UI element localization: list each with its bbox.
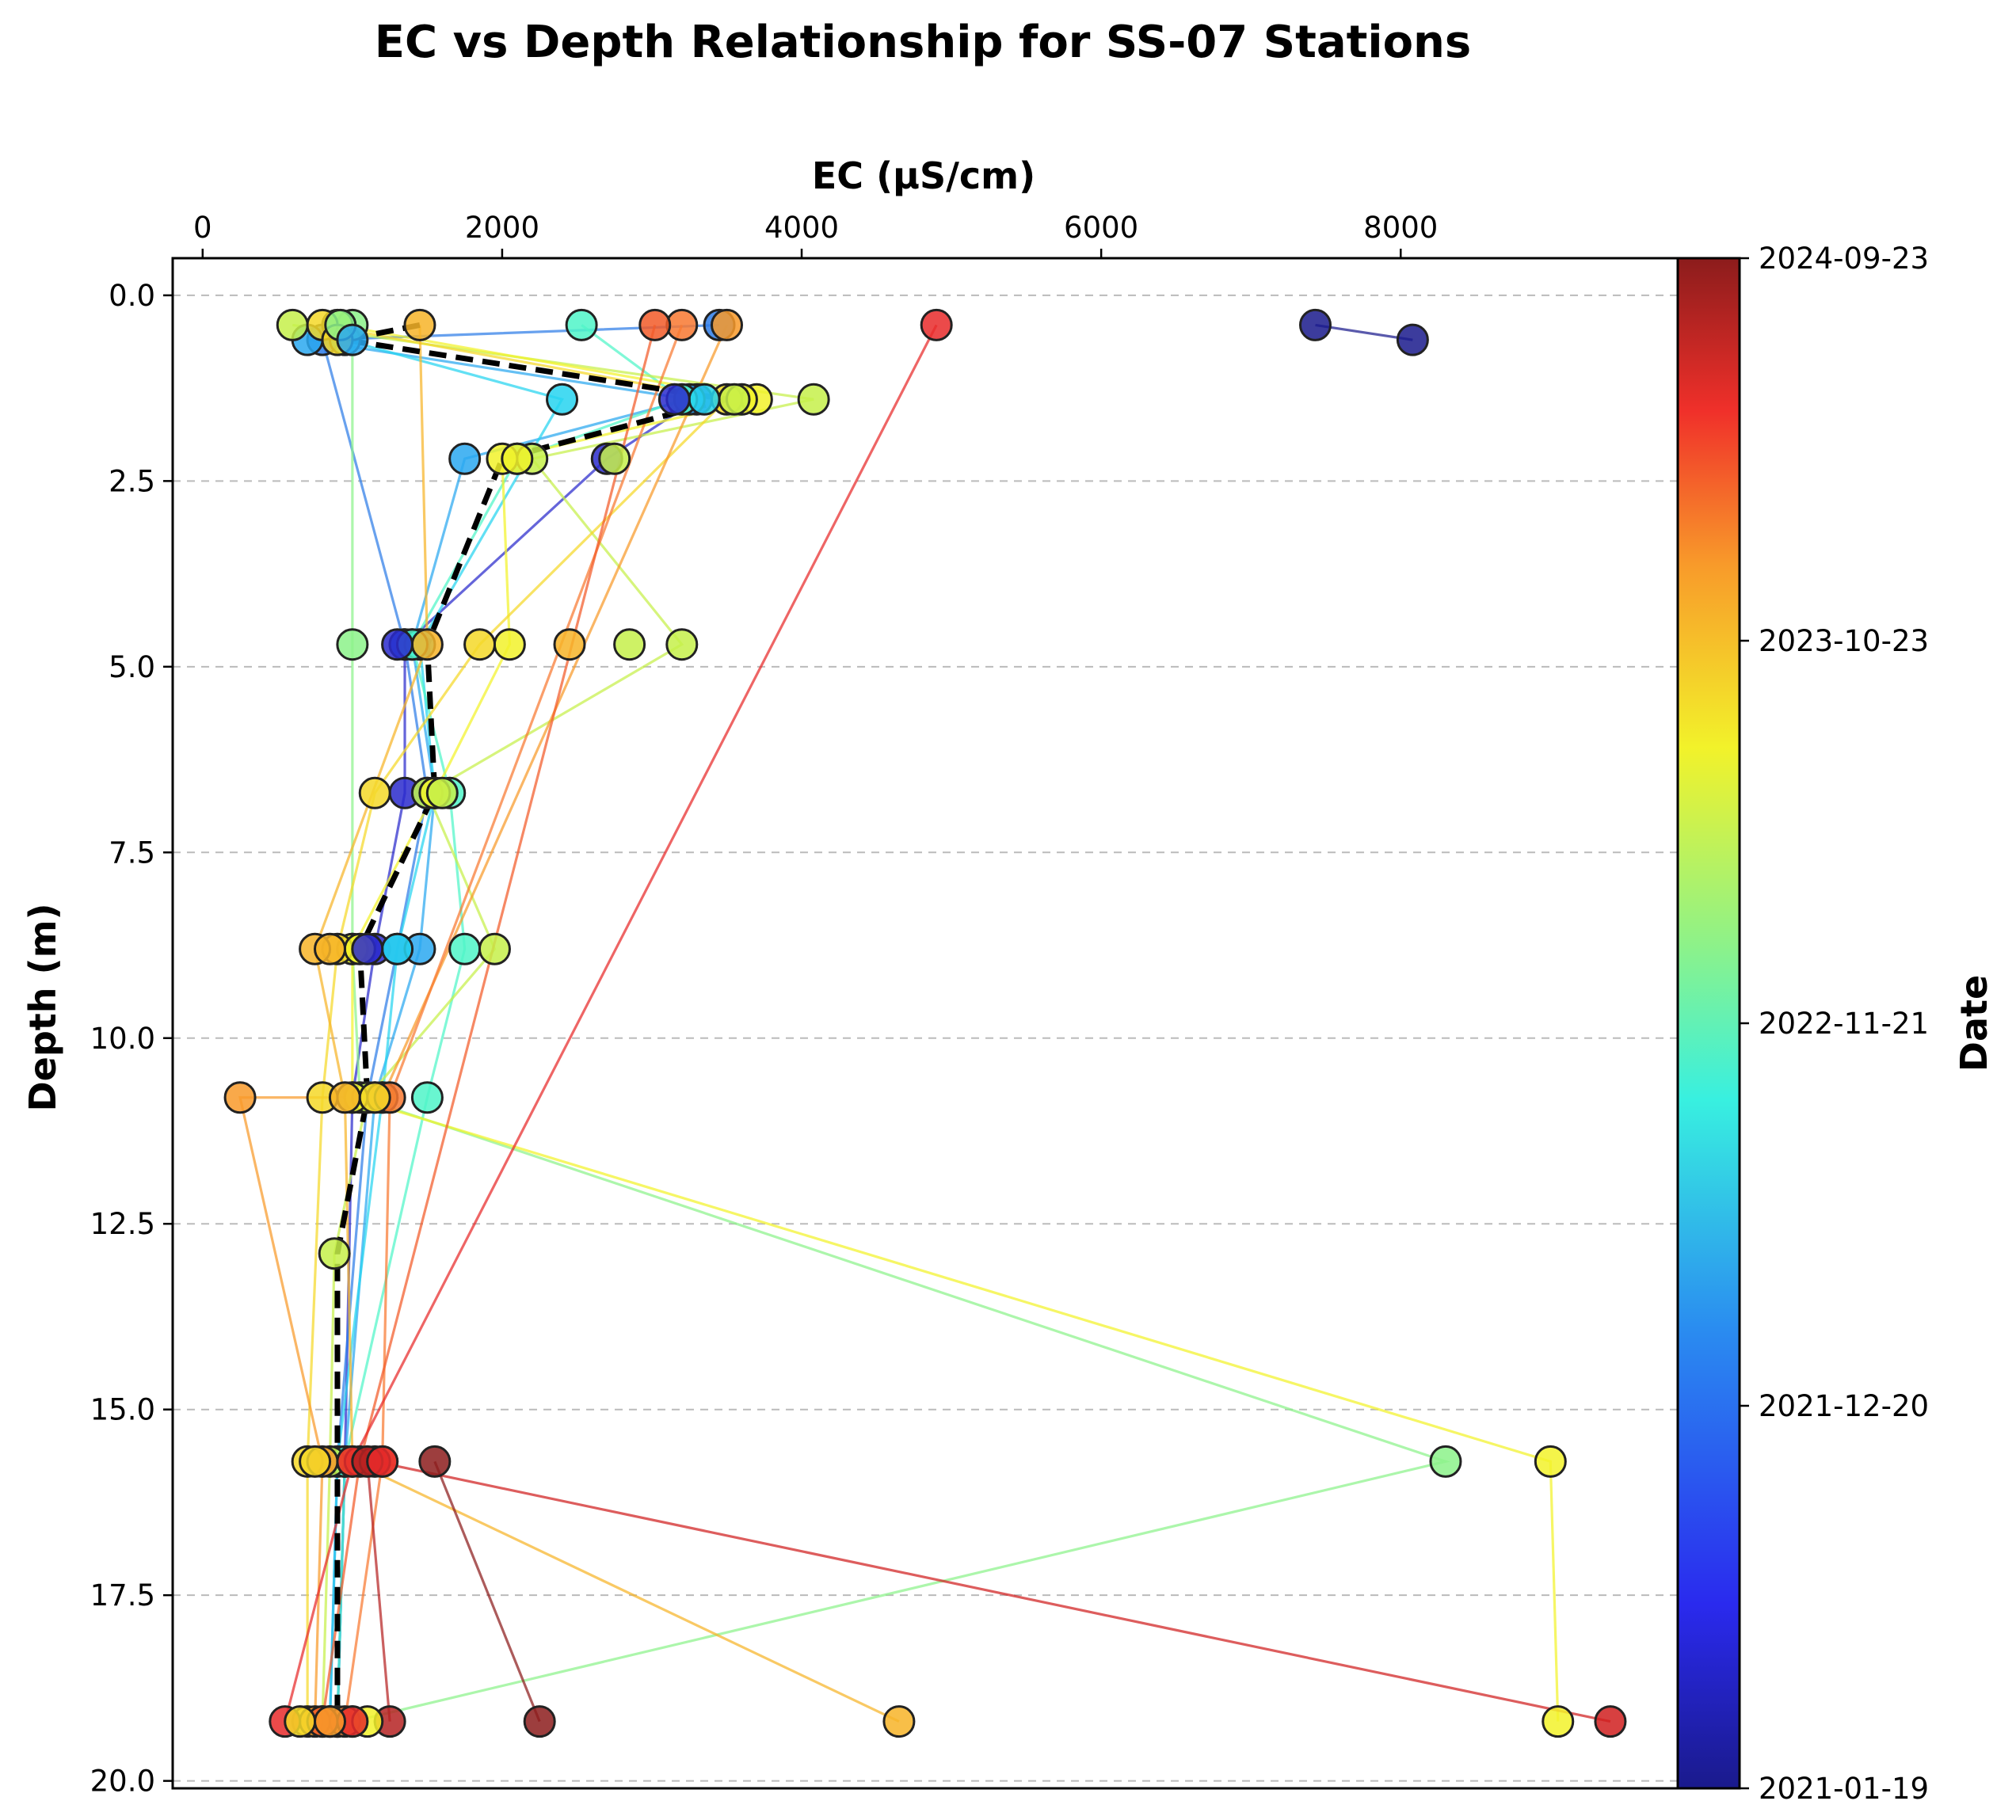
data-point bbox=[493, 628, 526, 661]
y-tick-label: 12.5 bbox=[90, 1207, 155, 1241]
data-point bbox=[336, 628, 369, 661]
y-tick-label: 0.0 bbox=[109, 279, 155, 313]
data-point bbox=[501, 442, 534, 475]
series-line bbox=[337, 323, 1560, 1722]
x-tick-label: 0 bbox=[193, 211, 212, 245]
data-point bbox=[328, 1081, 361, 1114]
colorbar-label: Date bbox=[1953, 975, 1995, 1072]
data-point bbox=[665, 308, 699, 341]
colorbar-tick-label: 2023-10-23 bbox=[1759, 624, 1929, 658]
y-tick-label: 7.5 bbox=[109, 836, 155, 870]
y-tick-label: 17.5 bbox=[90, 1578, 155, 1612]
median-profile-line bbox=[334, 322, 730, 1722]
data-point bbox=[1396, 323, 1429, 356]
data-point bbox=[366, 1445, 399, 1478]
colorbar-tick-label: 2021-01-19 bbox=[1759, 1772, 1929, 1806]
x-tick-label: 2000 bbox=[465, 211, 539, 245]
data-point bbox=[448, 932, 482, 965]
data-point bbox=[665, 628, 699, 661]
data-point bbox=[463, 628, 497, 661]
data-point bbox=[688, 383, 721, 416]
series-line bbox=[292, 323, 814, 1722]
y-tick-label: 2.5 bbox=[109, 464, 155, 498]
data-point bbox=[381, 628, 414, 661]
data-point bbox=[410, 628, 444, 661]
data-point bbox=[276, 308, 309, 341]
x-ticks: 0 2000 4000 6000 8000 bbox=[193, 211, 1438, 258]
data-point bbox=[553, 628, 586, 661]
y-axis-title: Depth (m) bbox=[21, 903, 64, 1111]
data-point bbox=[358, 776, 391, 809]
series-line bbox=[351, 325, 1450, 1723]
data-point bbox=[797, 383, 830, 416]
data-point bbox=[638, 308, 672, 341]
data-point bbox=[565, 308, 598, 341]
data-point bbox=[718, 383, 751, 416]
data-point bbox=[448, 442, 482, 475]
data-point bbox=[711, 308, 744, 341]
colorbar bbox=[1676, 257, 1741, 1790]
data-point bbox=[358, 1081, 391, 1114]
data-point bbox=[920, 308, 953, 341]
data-point bbox=[381, 932, 414, 965]
colorbar-tick-label: 2021-12-20 bbox=[1759, 1389, 1929, 1423]
data-point bbox=[882, 1705, 916, 1738]
data-point bbox=[410, 1081, 444, 1114]
series-line bbox=[1315, 323, 1413, 341]
data-point bbox=[598, 442, 631, 475]
x-axis-title: EC (µS/cm) bbox=[812, 154, 1035, 197]
data-point bbox=[1298, 308, 1332, 341]
x-tick-label: 4000 bbox=[764, 211, 839, 245]
data-point bbox=[284, 1705, 317, 1738]
median-layer bbox=[334, 322, 730, 1722]
series-line bbox=[313, 325, 900, 1723]
data-point bbox=[318, 1237, 351, 1270]
colorbar-ticks: 2021-01-19 2021-12-20 2022-11-21 2023-10-23… bbox=[1740, 242, 1929, 1806]
data-point bbox=[336, 323, 369, 356]
chart-title: EC vs Depth Relationship for SS-07 Stati… bbox=[375, 17, 1472, 68]
y-tick-label: 20.0 bbox=[90, 1765, 155, 1799]
series-line bbox=[320, 323, 720, 1722]
data-point bbox=[1429, 1445, 1462, 1478]
point-layer bbox=[223, 308, 1627, 1738]
data-point bbox=[523, 1705, 556, 1738]
data-point bbox=[223, 1081, 257, 1114]
data-point bbox=[425, 776, 459, 809]
data-point bbox=[314, 1705, 347, 1738]
y-tick-label: 15.0 bbox=[90, 1393, 155, 1427]
y-ticks: 0.0 2.5 5.0 7.5 10.0 12.5 15.0 17.5 20.0 bbox=[90, 279, 173, 1799]
data-point bbox=[418, 1445, 452, 1478]
colorbar-tick-label: 2022-11-21 bbox=[1759, 1007, 1929, 1041]
grid-lines bbox=[173, 294, 1678, 1782]
data-point bbox=[478, 932, 511, 965]
series-line bbox=[366, 1461, 391, 1722]
x-tick-label: 6000 bbox=[1064, 211, 1138, 245]
series-line bbox=[306, 323, 730, 1722]
data-point bbox=[1594, 1705, 1627, 1738]
colorbar-tick-label: 2024-09-23 bbox=[1759, 242, 1929, 276]
data-point bbox=[613, 628, 646, 661]
x-tick-label: 8000 bbox=[1363, 211, 1438, 245]
data-point bbox=[299, 1445, 332, 1478]
series-line bbox=[433, 1460, 541, 1723]
data-point bbox=[1534, 1445, 1567, 1478]
series-line bbox=[343, 324, 684, 1722]
y-tick-label: 5.0 bbox=[109, 650, 155, 684]
y-tick-label: 10.0 bbox=[90, 1022, 155, 1056]
data-point bbox=[351, 932, 384, 965]
data-point bbox=[546, 383, 579, 416]
data-point bbox=[314, 932, 347, 965]
series-line bbox=[374, 1460, 1611, 1723]
data-point bbox=[403, 308, 436, 341]
data-point bbox=[1542, 1705, 1575, 1738]
series-line bbox=[328, 338, 564, 1722]
data-point bbox=[657, 383, 691, 416]
series-layer bbox=[238, 323, 1611, 1723]
